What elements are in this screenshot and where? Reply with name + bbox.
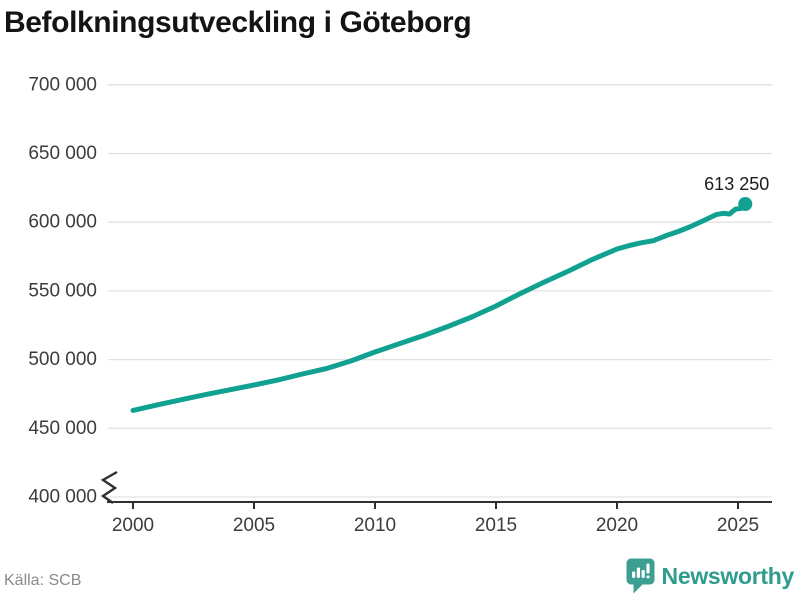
x-tick-label: 2005 bbox=[233, 515, 275, 536]
population-line bbox=[130, 201, 748, 413]
y-tick-label: 450 000 bbox=[28, 418, 97, 439]
y-tick-label: 400 000 bbox=[28, 487, 97, 508]
y-tick-label: 550 000 bbox=[28, 280, 97, 301]
x-tick-label: 2015 bbox=[475, 515, 517, 536]
y-tick-label: 600 000 bbox=[28, 212, 97, 233]
newsworthy-chart-bubble-icon bbox=[626, 558, 655, 594]
newsworthy-logo[interactable]: Newsworthy bbox=[626, 558, 794, 594]
x-tick-label: 2010 bbox=[354, 515, 396, 536]
latest-value-marker bbox=[738, 196, 753, 211]
x-tick-label: 2000 bbox=[112, 515, 154, 536]
x-tick-label: 2025 bbox=[717, 515, 759, 536]
y-tick-label: 700 000 bbox=[28, 74, 97, 95]
x-tick-label: 2020 bbox=[596, 515, 638, 536]
axis-break-icon bbox=[100, 470, 118, 504]
y-tick-label: 500 000 bbox=[28, 349, 97, 370]
y-tick-label: 650 000 bbox=[28, 143, 97, 164]
newsworthy-wordmark: Newsworthy bbox=[661, 562, 795, 589]
page-title: Befolkningsutveckling i Göteborg bbox=[4, 6, 472, 39]
latest-value-label: 613 250 bbox=[704, 174, 769, 194]
source-note: Källa: SCB bbox=[4, 572, 82, 589]
